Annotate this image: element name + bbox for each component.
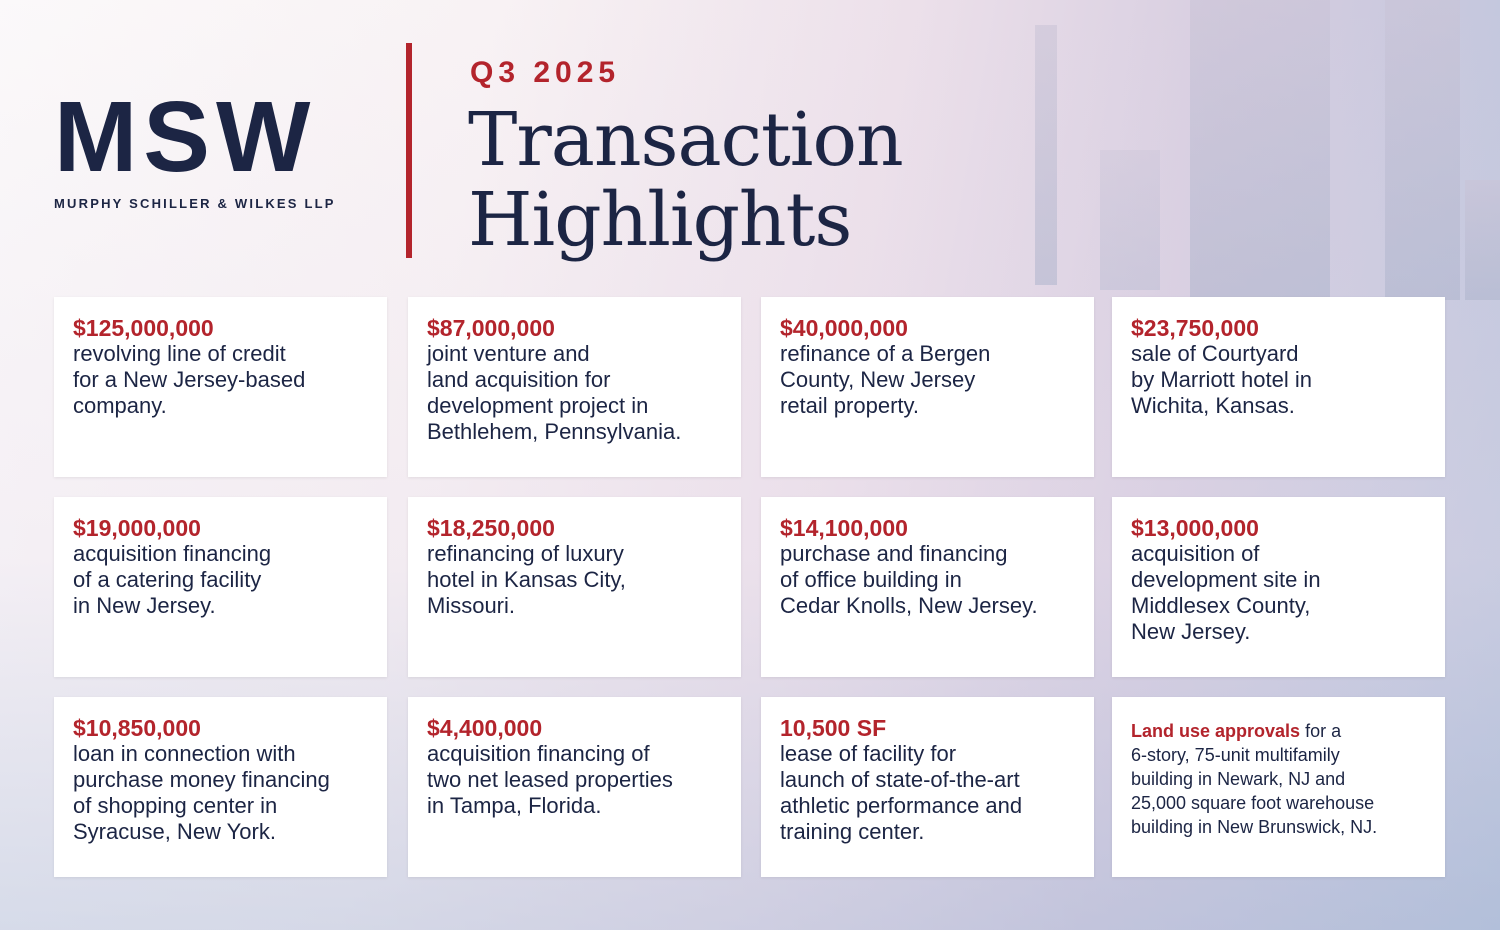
transaction-amount: $14,100,000 [780,515,908,541]
firm-logo: MSW MURPHY SCHILLER & WILKES LLP [54,81,336,211]
transaction-card: $10,850,000 loan in connection with purch… [54,697,387,877]
skyline-building [1035,25,1057,285]
firm-name: MURPHY SCHILLER & WILKES LLP [54,196,336,211]
transaction-description: acquisition financing of a catering faci… [73,541,272,618]
transaction-amount: $19,000,000 [73,515,201,541]
transaction-amount: $23,750,000 [1131,315,1259,341]
transaction-card: $87,000,000 joint venture and land acquis… [408,297,741,477]
skyline-building [1385,0,1460,300]
transaction-card: $4,400,000 acquisition financing of two n… [408,697,741,877]
transaction-description: loan in connection with purchase money f… [73,741,330,844]
transaction-card: $18,250,000 refinancing of luxury hotel i… [408,497,741,677]
transaction-amount: $4,400,000 [427,715,543,741]
transaction-amount: $40,000,000 [780,315,908,341]
header-divider [406,43,412,258]
transaction-description: sale of Courtyard by Marriott hotel in W… [1131,341,1312,418]
transaction-amount: $87,000,000 [427,315,555,341]
transaction-card: 10,500 SF lease of facility for launch of… [761,697,1094,877]
transaction-amount: $125,000,000 [73,315,214,341]
transaction-amount: Land use approvals [1131,721,1301,741]
skyline-building [1100,150,1160,290]
transaction-amount: $10,850,000 [73,715,201,741]
transaction-amount: 10,500 SF [780,715,887,741]
transaction-card: $13,000,000 acquisition of development si… [1112,497,1445,677]
transaction-card: $19,000,000 acquisition financing of a ca… [54,497,387,677]
transaction-description: revolving line of credit for a New Jerse… [73,341,306,418]
transaction-description: purchase and financing of office buildin… [780,541,1038,618]
transaction-description: refinancing of luxury hotel in Kansas Ci… [427,541,626,618]
transaction-description: joint venture and land acquisition for d… [427,341,682,444]
transaction-description: refinance of a Bergen County, New Jersey… [780,341,991,418]
title-line-1: Transaction [468,97,904,183]
transaction-description: lease of facility for launch of state-of… [780,741,1023,844]
logo-mark: MSW [54,81,317,193]
transaction-description: acquisition financing of two net leased … [427,741,673,818]
transaction-description: Land use approvals for a 6-story, 75-uni… [1131,721,1378,837]
quarter-label: Q3 2025 [470,56,621,89]
skyline-building [1465,180,1500,300]
transaction-card: Land use approvals for a 6-story, 75-uni… [1112,697,1445,877]
transaction-description: acquisition of development site in Middl… [1131,541,1321,644]
transaction-card: $14,100,000 purchase and financing of off… [761,497,1094,677]
transaction-card: $40,000,000 refinance of a Bergen County,… [761,297,1094,477]
transaction-card: $125,000,000 revolving line of credit for… [54,297,387,477]
page-title: Transaction Highlights [468,97,904,263]
skyline-building [1190,0,1330,300]
title-line-2: Highlights [468,177,852,263]
transaction-amount: $18,250,000 [427,515,555,541]
transaction-card: $23,750,000 sale of Courtyard by Marriott… [1112,297,1445,477]
transaction-amount: $13,000,000 [1131,515,1259,541]
